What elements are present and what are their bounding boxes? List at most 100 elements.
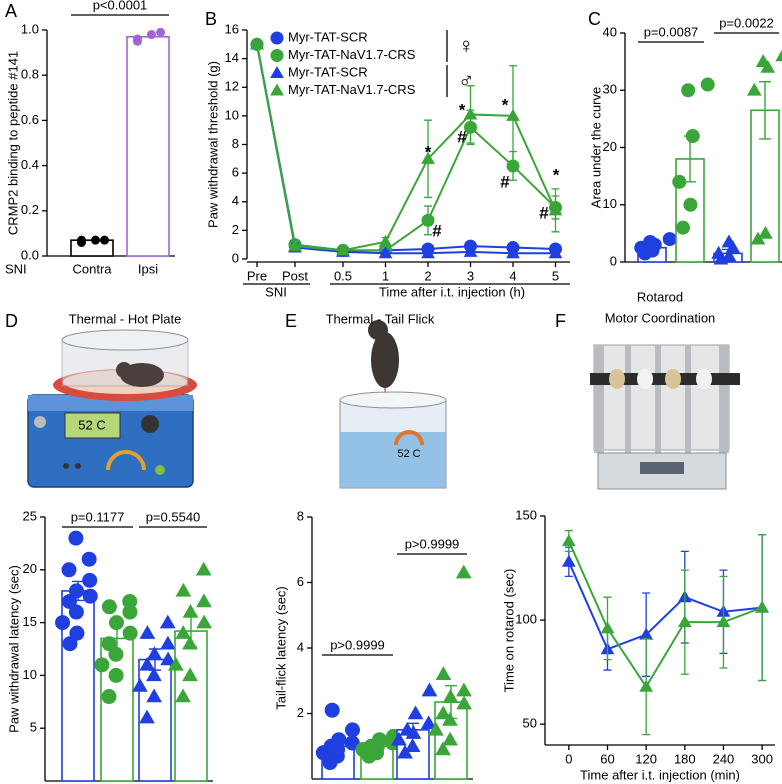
series-line	[567, 540, 763, 689]
marker	[270, 49, 284, 62]
comparison-label: p=0.5540	[146, 509, 201, 524]
marker	[175, 625, 192, 639]
chart-title: Rotarod	[637, 289, 683, 304]
marker	[758, 225, 773, 239]
y-tick-label: 0.0	[21, 247, 39, 262]
marker	[421, 213, 435, 227]
marker	[683, 197, 698, 212]
marker	[435, 705, 452, 720]
marker	[428, 721, 444, 736]
x-tick-label: 240	[713, 751, 735, 766]
marker	[421, 682, 438, 697]
comparison-label: p=0.1177	[71, 509, 125, 524]
marker	[68, 530, 84, 546]
comparison-label: p=0.0087	[644, 24, 699, 39]
marker	[506, 246, 520, 259]
series-line	[256, 44, 556, 255]
marker	[399, 721, 416, 736]
x-tick-label: 5	[552, 268, 559, 283]
comparison-label: p>0.9999	[330, 637, 385, 652]
marker	[421, 151, 435, 164]
marker	[463, 107, 478, 120]
marker	[600, 621, 615, 634]
y-tick-label: 16	[225, 21, 239, 36]
marker	[61, 562, 77, 578]
chart-title: Motor Coordination	[605, 310, 716, 325]
y-tick-label: 10	[225, 107, 239, 122]
y-tick-label: 8	[297, 508, 304, 523]
marker	[196, 593, 212, 608]
annotation: *	[553, 165, 560, 184]
marker	[250, 37, 264, 50]
marker	[122, 593, 138, 609]
annotation: #	[539, 203, 549, 222]
y-tick-label: 6	[232, 165, 239, 180]
x-tick-label: 0	[565, 751, 572, 766]
x-tick-label: 300	[751, 751, 773, 766]
panel-label: C	[588, 9, 601, 29]
marker	[662, 232, 677, 247]
marker	[721, 248, 737, 262]
marker	[168, 656, 184, 671]
y-tick-label: 10	[603, 196, 617, 211]
marker	[716, 615, 731, 628]
x-tick-label: Contra	[72, 261, 112, 276]
y-tick-label: 2	[232, 222, 239, 237]
series-line	[256, 44, 557, 252]
marker	[681, 83, 696, 98]
y-tick-label: 0	[232, 250, 239, 265]
marker	[108, 667, 124, 683]
y-tick-label: 150	[515, 507, 537, 522]
marker	[100, 235, 110, 245]
group-label: SNI	[5, 261, 27, 276]
legend-label: Myr-TAT-NaV1.7-CRS	[288, 47, 416, 62]
y-tick-label: 2	[297, 705, 304, 720]
y-tick-label: 12	[225, 79, 239, 94]
y-tick-label: 4	[297, 639, 304, 654]
annotation: #	[500, 172, 510, 191]
marker	[61, 593, 77, 609]
x-tick-label: Post	[282, 268, 308, 283]
marker	[435, 666, 452, 680]
marker	[442, 731, 458, 746]
marker	[160, 635, 176, 650]
panel-label: F	[555, 311, 566, 331]
marker	[455, 564, 472, 579]
marker	[270, 65, 284, 78]
comparison-label: p>0.9999	[405, 536, 460, 551]
marker	[122, 625, 138, 641]
marker	[407, 705, 424, 720]
marker	[561, 533, 576, 546]
marker	[270, 31, 284, 45]
x-axis-label: Time after i.t. injection (min)	[580, 767, 740, 782]
marker	[68, 583, 84, 599]
marker	[55, 615, 71, 631]
y-axis-label: Area under the curve	[588, 87, 603, 208]
marker	[81, 551, 97, 567]
comparison-label: p=0.0022	[719, 15, 774, 30]
x-tick-label: 3	[467, 268, 474, 283]
marker	[182, 604, 199, 618]
y-tick-label: 14	[225, 50, 239, 65]
marker	[146, 667, 162, 682]
x-tick-label: 1	[382, 268, 389, 283]
marker	[435, 741, 451, 756]
marker	[195, 561, 212, 576]
marker	[331, 732, 347, 748]
y-tick-label: 5	[30, 720, 37, 735]
marker	[139, 656, 156, 671]
marker	[101, 599, 117, 615]
marker	[336, 243, 350, 256]
legend-label: Myr-TAT-SCR	[288, 64, 368, 79]
y-tick-label: 10	[23, 667, 37, 682]
marker	[548, 203, 563, 216]
marker	[391, 731, 407, 746]
x-tick-label: 4	[509, 268, 516, 283]
marker	[420, 715, 437, 730]
marker	[90, 235, 100, 245]
marker	[94, 657, 110, 673]
marker	[344, 722, 360, 738]
legend-label: Myr-TAT-NaV1.7-CRS	[288, 82, 416, 97]
marker	[746, 82, 762, 96]
